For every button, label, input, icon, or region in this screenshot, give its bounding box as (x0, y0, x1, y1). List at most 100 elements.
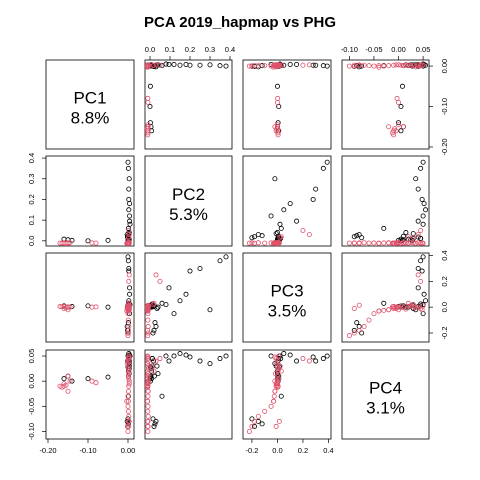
data-point-series-2 (371, 63, 377, 69)
data-point-series-2 (145, 358, 151, 364)
data-point-series-2 (89, 378, 95, 384)
data-point-series-1 (126, 176, 132, 182)
data-point-series-1 (251, 423, 257, 429)
data-point-series-2 (346, 63, 352, 69)
data-point-series-1 (125, 165, 131, 171)
panel-frame (341, 252, 430, 343)
data-point-series-2 (418, 278, 424, 284)
axis-tick-label: -0.10 (341, 45, 358, 54)
data-point-series-1 (150, 416, 156, 422)
data-point-series-1 (223, 254, 229, 260)
data-point-series-2 (410, 235, 416, 241)
data-point-series-1 (147, 83, 153, 89)
data-point-series-2 (376, 308, 382, 314)
data-point-series-2 (249, 240, 255, 246)
data-point-series-2 (145, 388, 151, 394)
data-point-series-1 (313, 186, 319, 192)
data-point-series-2 (273, 423, 279, 429)
data-point-series-1 (125, 416, 131, 422)
variance-percent-label: 3.5% (268, 302, 307, 321)
data-point-series-1 (171, 353, 177, 359)
data-point-series-2 (366, 63, 372, 69)
data-point-series-2 (126, 368, 132, 374)
data-point-series-2 (246, 63, 252, 69)
data-point-series-2 (361, 62, 367, 68)
data-point-series-1 (351, 327, 357, 333)
data-point-series-1 (287, 352, 293, 358)
data-point-series-1 (403, 230, 409, 236)
data-point-series-2 (145, 305, 151, 311)
data-point-series-1 (310, 196, 316, 202)
data-point-series-2 (125, 330, 131, 336)
data-point-series-1 (127, 218, 133, 224)
data-point-series-2 (153, 272, 159, 278)
data-point-series-1 (354, 320, 360, 326)
axis-tick-label: 0.2 (185, 45, 195, 54)
data-point-series-2 (394, 304, 400, 310)
data-point-series-2 (125, 398, 131, 404)
data-point-series-2 (125, 403, 131, 409)
data-point-series-2 (145, 373, 151, 379)
data-point-series-1 (274, 371, 280, 377)
data-point-series-1 (147, 374, 153, 380)
data-point-series-1 (166, 285, 172, 291)
data-point-series-1 (359, 330, 365, 336)
data-point-series-1 (268, 213, 274, 219)
data-point-series-2 (125, 393, 131, 399)
data-point-series-1 (127, 285, 133, 291)
data-point-series-2 (246, 240, 252, 246)
data-point-series-2 (278, 368, 284, 374)
data-point-series-1 (420, 254, 426, 260)
axis-tick-label: 0.00 (440, 59, 449, 74)
data-point-series-2 (59, 304, 65, 310)
axis-tick-label: 0.4 (440, 250, 449, 260)
data-point-series-2 (145, 95, 151, 101)
data-point-series-1 (159, 63, 165, 69)
data-point-series-2 (272, 378, 278, 384)
data-point-series-1 (415, 186, 421, 192)
axis-tick-label: -0.2 (245, 446, 258, 455)
data-point-series-1 (61, 376, 67, 382)
data-point-series-1 (398, 128, 404, 134)
data-point-series-2 (274, 358, 280, 364)
data-point-series-2 (145, 366, 151, 372)
data-point-series-2 (65, 388, 71, 394)
data-point-series-2 (145, 302, 151, 308)
data-point-series-2 (418, 240, 424, 246)
data-point-series-1 (281, 207, 287, 213)
data-point-series-1 (217, 63, 223, 69)
data-point-series-2 (145, 317, 151, 323)
data-point-series-2 (249, 423, 255, 429)
data-point-series-2 (125, 373, 131, 379)
data-point-series-1 (420, 221, 426, 227)
data-point-series-1 (410, 231, 416, 237)
axis-tick-label: -0.10 (79, 446, 96, 455)
data-point-series-2 (124, 398, 130, 404)
data-point-series-1 (354, 63, 360, 69)
data-point-series-2 (413, 240, 419, 246)
data-point-series-2 (251, 418, 257, 424)
panel-frame (242, 252, 332, 343)
data-point-series-2 (124, 361, 130, 367)
data-point-series-2 (408, 63, 414, 69)
data-point-series-1 (155, 304, 161, 310)
data-point-series-2 (410, 304, 416, 310)
data-point-series-1 (400, 237, 406, 243)
data-point-series-2 (300, 62, 306, 68)
data-point-series-2 (405, 62, 411, 68)
data-point-series-1 (418, 235, 424, 241)
data-point-series-1 (287, 201, 293, 207)
data-point-series-2 (275, 383, 281, 389)
data-point-series-2 (275, 380, 281, 386)
data-point-series-2 (306, 232, 312, 238)
axis-tick-label: 0.4 (27, 153, 36, 163)
data-point-series-2 (396, 62, 402, 68)
axis-tick-label: 0.2 (298, 446, 308, 455)
axis-tick-label: 0.3 (205, 45, 215, 54)
data-point-series-2 (255, 413, 261, 419)
data-point-series-2 (126, 278, 132, 284)
